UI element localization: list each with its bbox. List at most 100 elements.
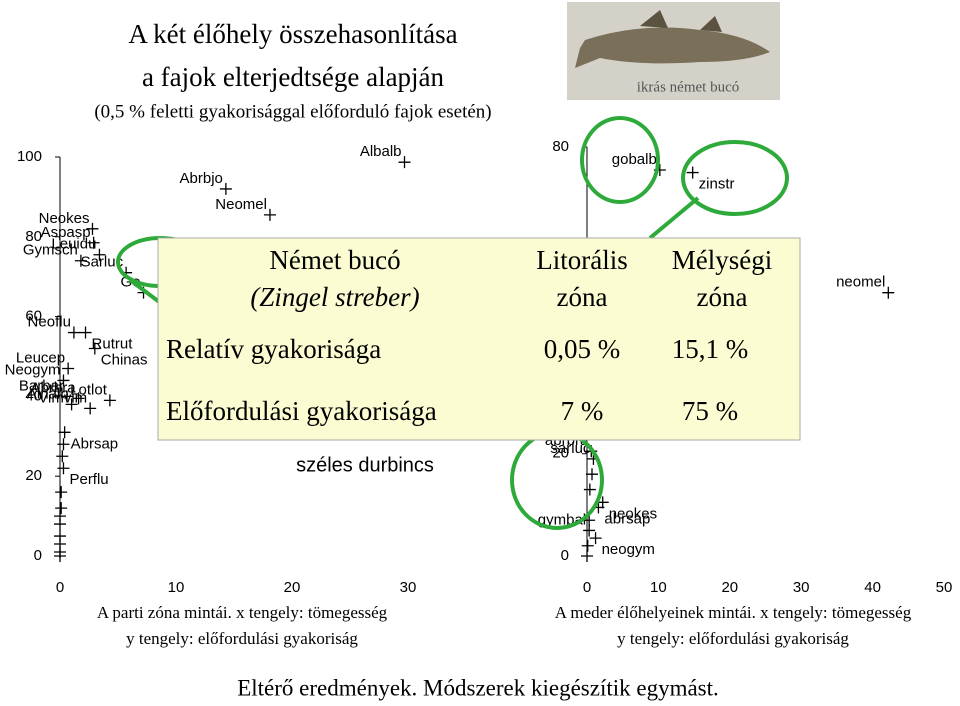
point bbox=[398, 156, 411, 169]
point bbox=[57, 462, 70, 475]
point bbox=[55, 502, 68, 515]
point-label: Abrbjo bbox=[180, 170, 223, 187]
axis-caption: y tengely: előfordulási gyakoriság bbox=[126, 629, 358, 648]
x-tick-label: 30 bbox=[400, 579, 417, 596]
x-tick-label: 20 bbox=[721, 579, 738, 596]
point bbox=[882, 286, 895, 299]
annotation: széles durbincs bbox=[296, 454, 434, 476]
y-tick-label: 0 bbox=[561, 547, 569, 564]
point bbox=[93, 248, 106, 261]
point bbox=[57, 438, 70, 451]
cell: 75 % bbox=[682, 396, 738, 426]
title: A két élőhely összehasonlítása bbox=[128, 19, 457, 49]
y-tick-label: 80 bbox=[552, 138, 569, 155]
highlight bbox=[580, 116, 660, 204]
point-label: Gymsch bbox=[23, 242, 78, 259]
point bbox=[585, 468, 598, 481]
title: a fajok elterjedtsége alapján bbox=[142, 62, 445, 92]
point bbox=[103, 394, 116, 407]
x-tick-label: 0 bbox=[583, 579, 591, 596]
y-tick-label: 80 bbox=[25, 228, 42, 245]
axis-caption: A parti zóna mintái. x tengely: tömegess… bbox=[97, 603, 388, 622]
point bbox=[67, 326, 80, 339]
x-tick-label: 20 bbox=[284, 579, 301, 596]
point bbox=[581, 550, 593, 562]
point-label: Lotlot bbox=[70, 381, 108, 398]
point bbox=[87, 236, 100, 249]
point bbox=[589, 532, 602, 545]
point bbox=[55, 486, 68, 499]
footer: Eltérő eredmények. Módszerek kiegészítik… bbox=[237, 675, 719, 700]
axis-caption: A meder élőhelyeinek mintái. x tengely: … bbox=[555, 603, 912, 622]
point bbox=[58, 426, 71, 439]
point bbox=[74, 254, 87, 267]
column-header: zóna bbox=[557, 282, 608, 312]
species: Német bucó bbox=[269, 245, 400, 275]
axis-caption: y tengely: előfordulási gyakoriság bbox=[617, 629, 849, 648]
point bbox=[86, 222, 99, 235]
point bbox=[79, 326, 92, 339]
cell: 7 % bbox=[561, 396, 604, 426]
y-tick-label: 60 bbox=[25, 308, 42, 325]
point bbox=[54, 550, 66, 562]
point-label: neogym bbox=[602, 541, 655, 558]
point bbox=[88, 342, 101, 355]
point-label: Alnalb bbox=[27, 385, 69, 402]
cell: 15,1 % bbox=[672, 334, 749, 364]
point bbox=[581, 539, 594, 552]
fin bbox=[640, 10, 722, 32]
point-label: Neokes bbox=[39, 210, 90, 227]
table-box bbox=[157, 237, 801, 441]
point-label: Neoflu bbox=[28, 314, 71, 331]
point-label: neokes bbox=[609, 505, 657, 522]
point-label: Aspasp bbox=[41, 224, 91, 241]
x-tick-label: 50 bbox=[936, 579, 953, 596]
column-header: Litorális bbox=[536, 245, 627, 275]
point-label: Abrbra bbox=[31, 379, 77, 396]
point bbox=[72, 392, 85, 405]
point bbox=[84, 402, 97, 415]
point bbox=[57, 374, 70, 387]
point bbox=[686, 166, 699, 179]
point bbox=[219, 182, 232, 195]
info-table: Német bucó (Zingel streber) Litorális zó… bbox=[157, 237, 801, 441]
cell: 0,05 % bbox=[544, 334, 621, 364]
species-latin: (Zingel streber) bbox=[250, 282, 419, 312]
column-header: zóna bbox=[697, 282, 748, 312]
row-label: Relatív gyakorisága bbox=[166, 334, 381, 364]
x-tick-label: 30 bbox=[793, 579, 810, 596]
arrow bbox=[648, 196, 700, 240]
photo: ikrás német bucó bbox=[567, 2, 780, 100]
y-tick-label: 100 bbox=[17, 148, 42, 165]
point-label: Sarluc bbox=[81, 254, 124, 271]
highlight bbox=[681, 140, 789, 216]
point-label: Leucep bbox=[16, 349, 65, 366]
point-label: Abrsap bbox=[71, 435, 119, 452]
photo-caption: ikrás német bucó bbox=[637, 79, 739, 95]
point-label: abrsap bbox=[604, 510, 650, 527]
point bbox=[56, 450, 69, 463]
y-tick-label: 20 bbox=[552, 445, 569, 462]
point bbox=[60, 390, 73, 403]
point-label: neomel bbox=[836, 274, 885, 291]
y-tick-label: 40 bbox=[25, 387, 42, 404]
point-label: Neogym bbox=[5, 361, 61, 378]
x-tick-label: 40 bbox=[864, 579, 881, 596]
column-header: Mélységi bbox=[672, 245, 773, 275]
x-tick-label: 10 bbox=[168, 579, 185, 596]
y-tick-label: 0 bbox=[34, 547, 42, 564]
fish bbox=[575, 27, 770, 69]
subtitle: (0,5 % feletti gyakorisággal előforduló … bbox=[94, 101, 491, 122]
point bbox=[65, 398, 78, 411]
point bbox=[263, 208, 276, 221]
point-label: Rutrut bbox=[92, 336, 134, 353]
point-label: Barbar bbox=[19, 377, 64, 394]
point-label: Vimvim bbox=[38, 389, 87, 406]
point-label: Leuidu bbox=[51, 236, 96, 253]
point bbox=[54, 518, 66, 531]
point-label: Chinas bbox=[101, 351, 148, 368]
x-tick-label: 10 bbox=[650, 579, 667, 596]
row-label: Előfordulási gyakorisága bbox=[166, 396, 437, 426]
point-label: gobalb bbox=[612, 151, 657, 168]
